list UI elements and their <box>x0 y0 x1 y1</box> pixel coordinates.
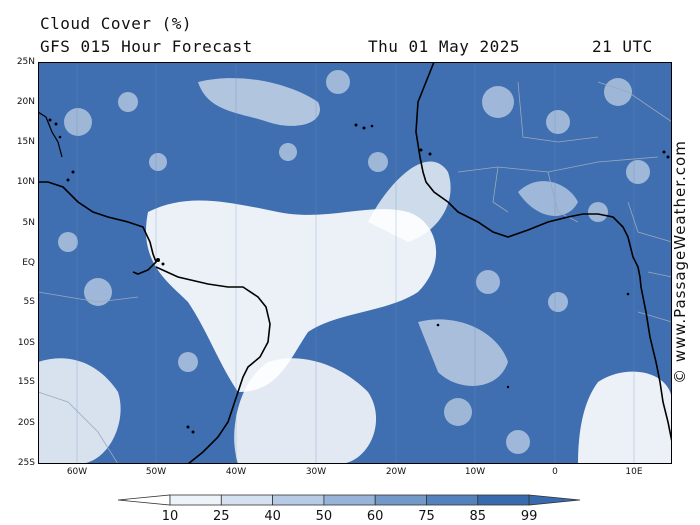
colorbar-cell <box>426 494 479 506</box>
coastlines <box>38 62 672 464</box>
lat-label: 20N <box>16 97 35 107</box>
lat-label: 10N <box>16 177 35 187</box>
colorbar-cell <box>323 494 376 506</box>
colorbar-min-arrow <box>118 494 171 506</box>
lat-label: 15S <box>17 377 35 387</box>
forecast-date: Thu 01 May 2025 <box>368 37 520 56</box>
lon-label: 60W <box>66 467 88 477</box>
colorbar-cell <box>220 494 274 506</box>
colorbar-cell <box>374 494 427 506</box>
forecast-time: 21 UTC <box>592 37 653 56</box>
lat-label: 20S <box>17 418 35 428</box>
islands <box>48 118 670 434</box>
colorbar-label: 50 <box>315 509 333 524</box>
lon-label: 10W <box>464 467 486 477</box>
colorbar-cell <box>272 494 325 506</box>
lon-label: 50W <box>145 467 167 477</box>
lon-label: 20W <box>385 467 407 477</box>
scattered-cloud-patches <box>58 70 650 454</box>
lat-label: 5S <box>23 297 35 307</box>
copyright-credit: © www.PassageWeather.com <box>671 140 689 384</box>
colorbar <box>118 494 581 506</box>
map-frame <box>38 62 672 464</box>
colorbar-label: 10 <box>161 509 179 524</box>
lon-label: 0 <box>552 467 558 477</box>
colorbar-cell <box>169 494 222 506</box>
colorbar-label: 40 <box>264 509 281 524</box>
cloud-cover-map <box>38 62 672 464</box>
lat-label: 5N <box>22 218 35 228</box>
clear-sky-areas <box>38 78 672 464</box>
colorbar-label: 25 <box>213 509 230 524</box>
colorbar-label: 99 <box>520 509 538 524</box>
lon-label: 10E <box>625 467 643 477</box>
lat-label: EQ <box>22 258 35 268</box>
lon-label: 30W <box>305 467 327 477</box>
lon-label: 40W <box>225 467 247 477</box>
colorbar-label: 85 <box>469 509 487 524</box>
lat-label: 25S <box>17 458 35 468</box>
colorbar-max-arrow <box>528 494 581 506</box>
forecast-subtitle: GFS 015 Hour Forecast <box>40 37 253 56</box>
lat-label: 10S <box>17 338 35 348</box>
map-title-text: Cloud Cover (%) <box>40 14 192 33</box>
lat-label: 15N <box>16 137 35 147</box>
colorbar-label: 75 <box>418 509 435 524</box>
colorbar-cell <box>477 494 530 506</box>
lat-label: 25N <box>16 57 35 67</box>
country-borders <box>38 81 672 464</box>
colorbar-label: 60 <box>366 509 384 524</box>
